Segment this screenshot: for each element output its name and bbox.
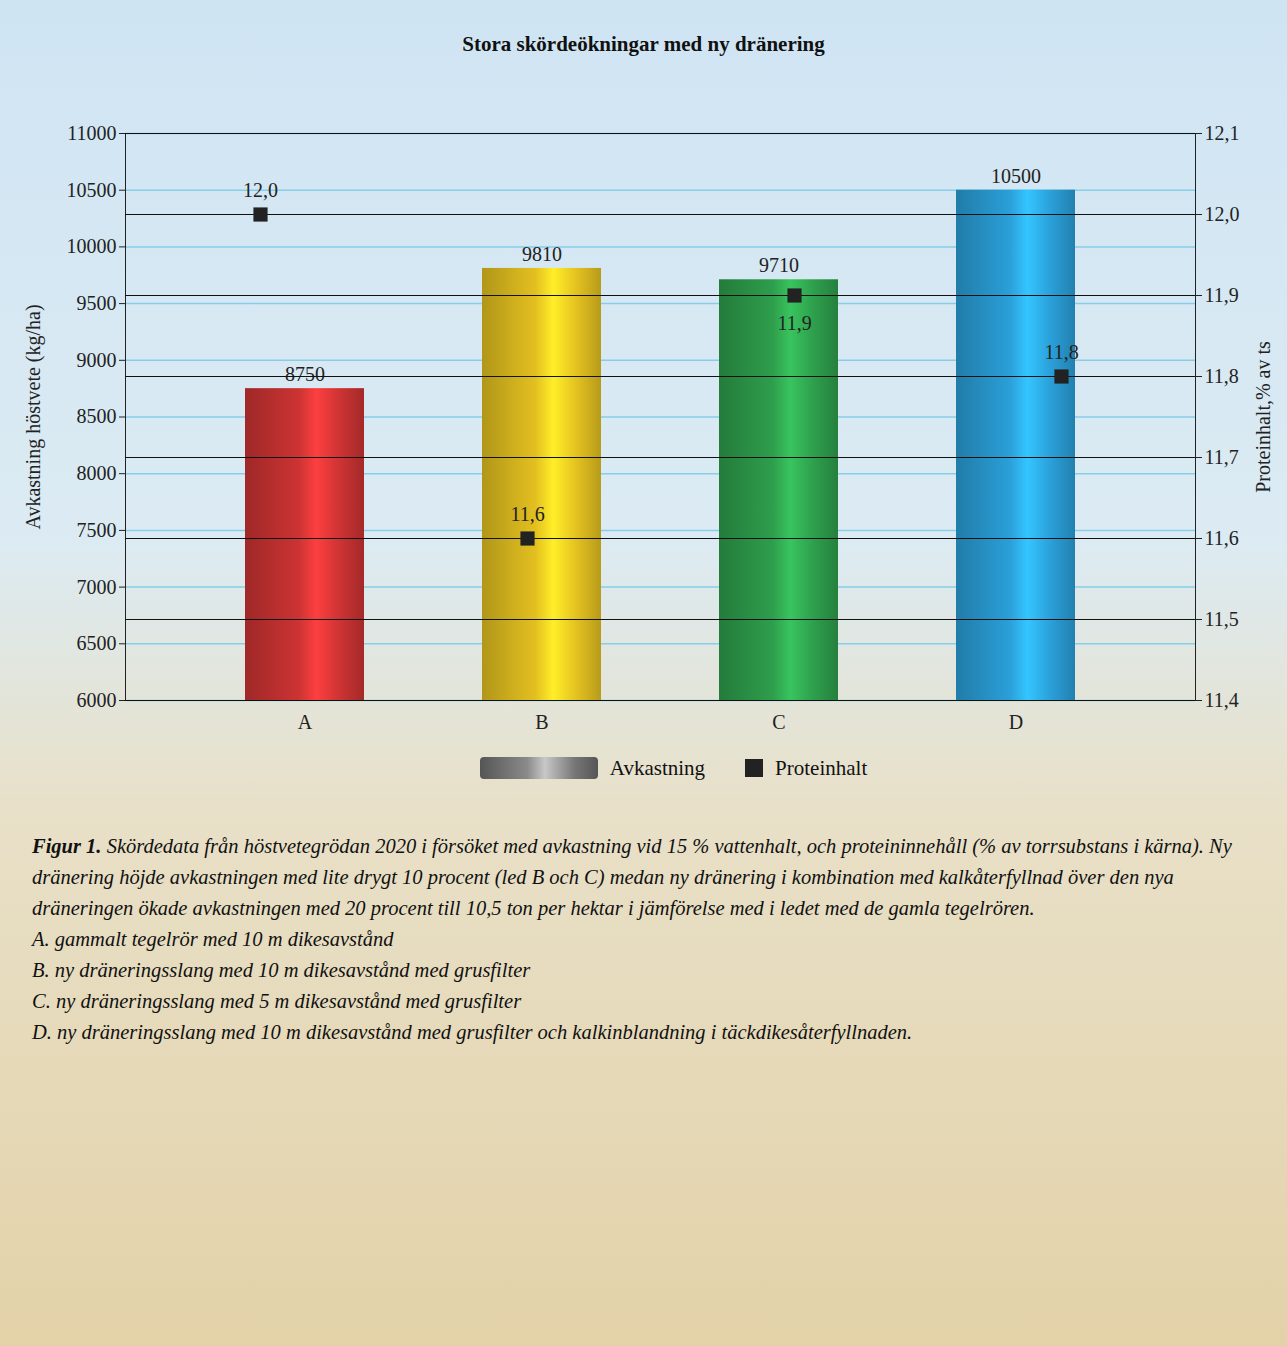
svg-text:Avkastning höstvete (kg/ha): Avkastning höstvete (kg/ha) (22, 304, 45, 529)
svg-text:8750: 8750 (285, 363, 325, 385)
svg-text:11,5: 11,5 (1205, 608, 1239, 630)
html-text:Proteinhalt: Proteinhalt (775, 755, 868, 780)
svg-text:D: D (1009, 711, 1023, 733)
svg-text:6000: 6000 (77, 689, 117, 711)
svg-text:11,6: 11,6 (1205, 527, 1239, 549)
svg-text:10500: 10500 (991, 165, 1041, 187)
html-text:C. ny dräneringsslang med 5 m: C. ny dräneringsslang med 5 m dikesavstå… (32, 990, 522, 1012)
svg-text:11000: 11000 (67, 122, 116, 144)
svg-text:B: B (535, 711, 548, 733)
svg-text:11,7: 11,7 (1205, 446, 1239, 468)
html-text:Stora skördeökningar med ny dr: Stora skördeökningar med ny dränering (462, 32, 825, 56)
html-text:D. ny dräneringsslang med 10 m: D. ny dräneringsslang med 10 m dikesavst… (32, 1021, 913, 1043)
svg-text:A: A (298, 711, 313, 733)
svg-text:10500: 10500 (67, 179, 117, 201)
svg-text:11,8: 11,8 (1044, 341, 1078, 363)
svg-text:12,1: 12,1 (1205, 122, 1240, 144)
svg-text:6500: 6500 (77, 632, 117, 654)
svg-text:11,8: 11,8 (1205, 365, 1239, 387)
svg-text:9500: 9500 (77, 292, 117, 314)
svg-text:11,6: 11,6 (510, 503, 544, 525)
svg-text:11,9: 11,9 (1205, 284, 1239, 306)
svg-text:11,9: 11,9 (777, 312, 811, 334)
html-text:Figur 1. Skördedata från höstv: Figur 1. Skördedata från höstvetegrödan … (32, 835, 1232, 919)
svg-text:7500: 7500 (77, 519, 117, 541)
svg-text:11,4: 11,4 (1205, 689, 1239, 711)
html-text:Avkastning: Avkastning (609, 755, 706, 780)
svg-text:8500: 8500 (77, 405, 117, 427)
svg-text:7000: 7000 (77, 576, 117, 598)
svg-text:9000: 9000 (77, 349, 117, 371)
svg-text:9810: 9810 (522, 243, 562, 265)
svg-text:10000: 10000 (67, 235, 117, 257)
svg-text:C: C (772, 711, 785, 733)
svg-text:8000: 8000 (77, 462, 117, 484)
svg-text:12,0: 12,0 (1205, 203, 1240, 225)
html-text:B. ny dräneringsslang med 10 m: B. ny dräneringsslang med 10 m dikesavst… (32, 959, 531, 981)
svg-text:Proteinhalt,% av ts: Proteinhalt,% av ts (1252, 341, 1274, 493)
svg-text:12,0: 12,0 (243, 179, 278, 201)
svg-text:9710: 9710 (759, 254, 799, 276)
html-text:A. gammalt tegelrör med 10 m d: A. gammalt tegelrör med 10 m dikesavstån… (32, 928, 394, 950)
